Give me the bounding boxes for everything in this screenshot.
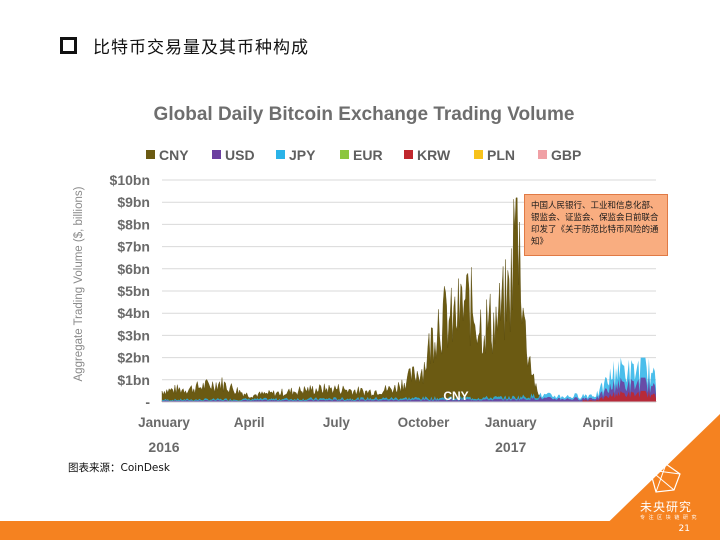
policy-callout: 中国人民银行、工业和信息化部、银监会、证监会、保监会日前联合印发了《关于防范比特… — [524, 194, 668, 256]
x-tick-label: January — [485, 415, 537, 430]
y-axis-ticks: $1bn $2bn $3bn $4bn $5bn $6bn $7bn $8bn $9bn $10b… — [110, 172, 151, 410]
y-tick-label: $4bn — [117, 305, 150, 321]
chart-gridlines — [162, 179, 656, 381]
slide-title-row: 比特币交易量及其币种构成 — [60, 34, 309, 58]
brand-tagline: 专 注 区 块 链 研 究 — [640, 515, 698, 521]
y-tick-label: $8bn — [117, 216, 150, 232]
x-tick-label: January — [138, 415, 190, 430]
series-area-krw — [162, 390, 656, 402]
chart-legend: CNY USD JPY EUR KRW PLN GBP — [146, 147, 581, 163]
legend-swatch-cny — [146, 150, 155, 159]
x-tick-label: July — [323, 415, 351, 430]
legend-label-gbp: GBP — [551, 147, 581, 163]
legend-swatch-krw — [404, 150, 413, 159]
brand-name: 未央研究 — [640, 500, 693, 514]
y-tick-label: $9bn — [117, 194, 150, 210]
accent-bottom-bar — [0, 521, 720, 540]
slide-title: 比特币交易量及其币种构成 — [93, 37, 309, 58]
x-tick-label: April — [582, 415, 613, 430]
cny-annotation: CNY — [443, 389, 468, 403]
brand-logo-icon — [649, 463, 681, 493]
legend-label-jpy: JPY — [289, 147, 316, 163]
square-bullet-icon — [60, 36, 77, 54]
y-tick-label: $6bn — [117, 261, 150, 277]
legend-label-krw: KRW — [417, 147, 451, 163]
legend-label-pln: PLN — [487, 147, 515, 163]
chart-title: Global Daily Bitcoin Exchange Trading Vo… — [154, 104, 575, 125]
chart-series — [161, 197, 657, 403]
y-tick-label: $1bn — [117, 372, 150, 388]
y-tick-label: $5bn — [117, 283, 150, 299]
legend-swatch-eur — [340, 150, 349, 159]
x-year-label: 2017 — [495, 439, 526, 455]
y-tick-label: $10bn — [110, 172, 150, 188]
legend-swatch-pln — [474, 150, 483, 159]
y-axis-label: Aggregate Trading Volume ($, billions) — [73, 186, 85, 381]
x-tick-label: April — [234, 415, 265, 430]
legend-label-usd: USD — [225, 147, 255, 163]
legend-label-cny: CNY — [159, 147, 189, 163]
page-number: 21 — [678, 524, 690, 534]
x-year-label: 2016 — [148, 439, 179, 455]
legend-swatch-usd — [212, 150, 221, 159]
y-tick-label: $7bn — [117, 239, 150, 255]
y-tick-label-zero: - — [145, 394, 150, 410]
legend-swatch-gbp — [538, 150, 547, 159]
x-axis-ticks: January April July October January April 2016 2… — [138, 415, 613, 455]
chart-source: 图表来源：CoinDesk — [68, 462, 170, 474]
x-tick-label: October — [398, 415, 451, 430]
legend-swatch-jpy — [276, 150, 285, 159]
accent-triangle — [590, 414, 720, 540]
y-tick-label: $3bn — [117, 327, 150, 343]
y-tick-label: $2bn — [117, 350, 150, 366]
legend-label-eur: EUR — [353, 147, 383, 163]
